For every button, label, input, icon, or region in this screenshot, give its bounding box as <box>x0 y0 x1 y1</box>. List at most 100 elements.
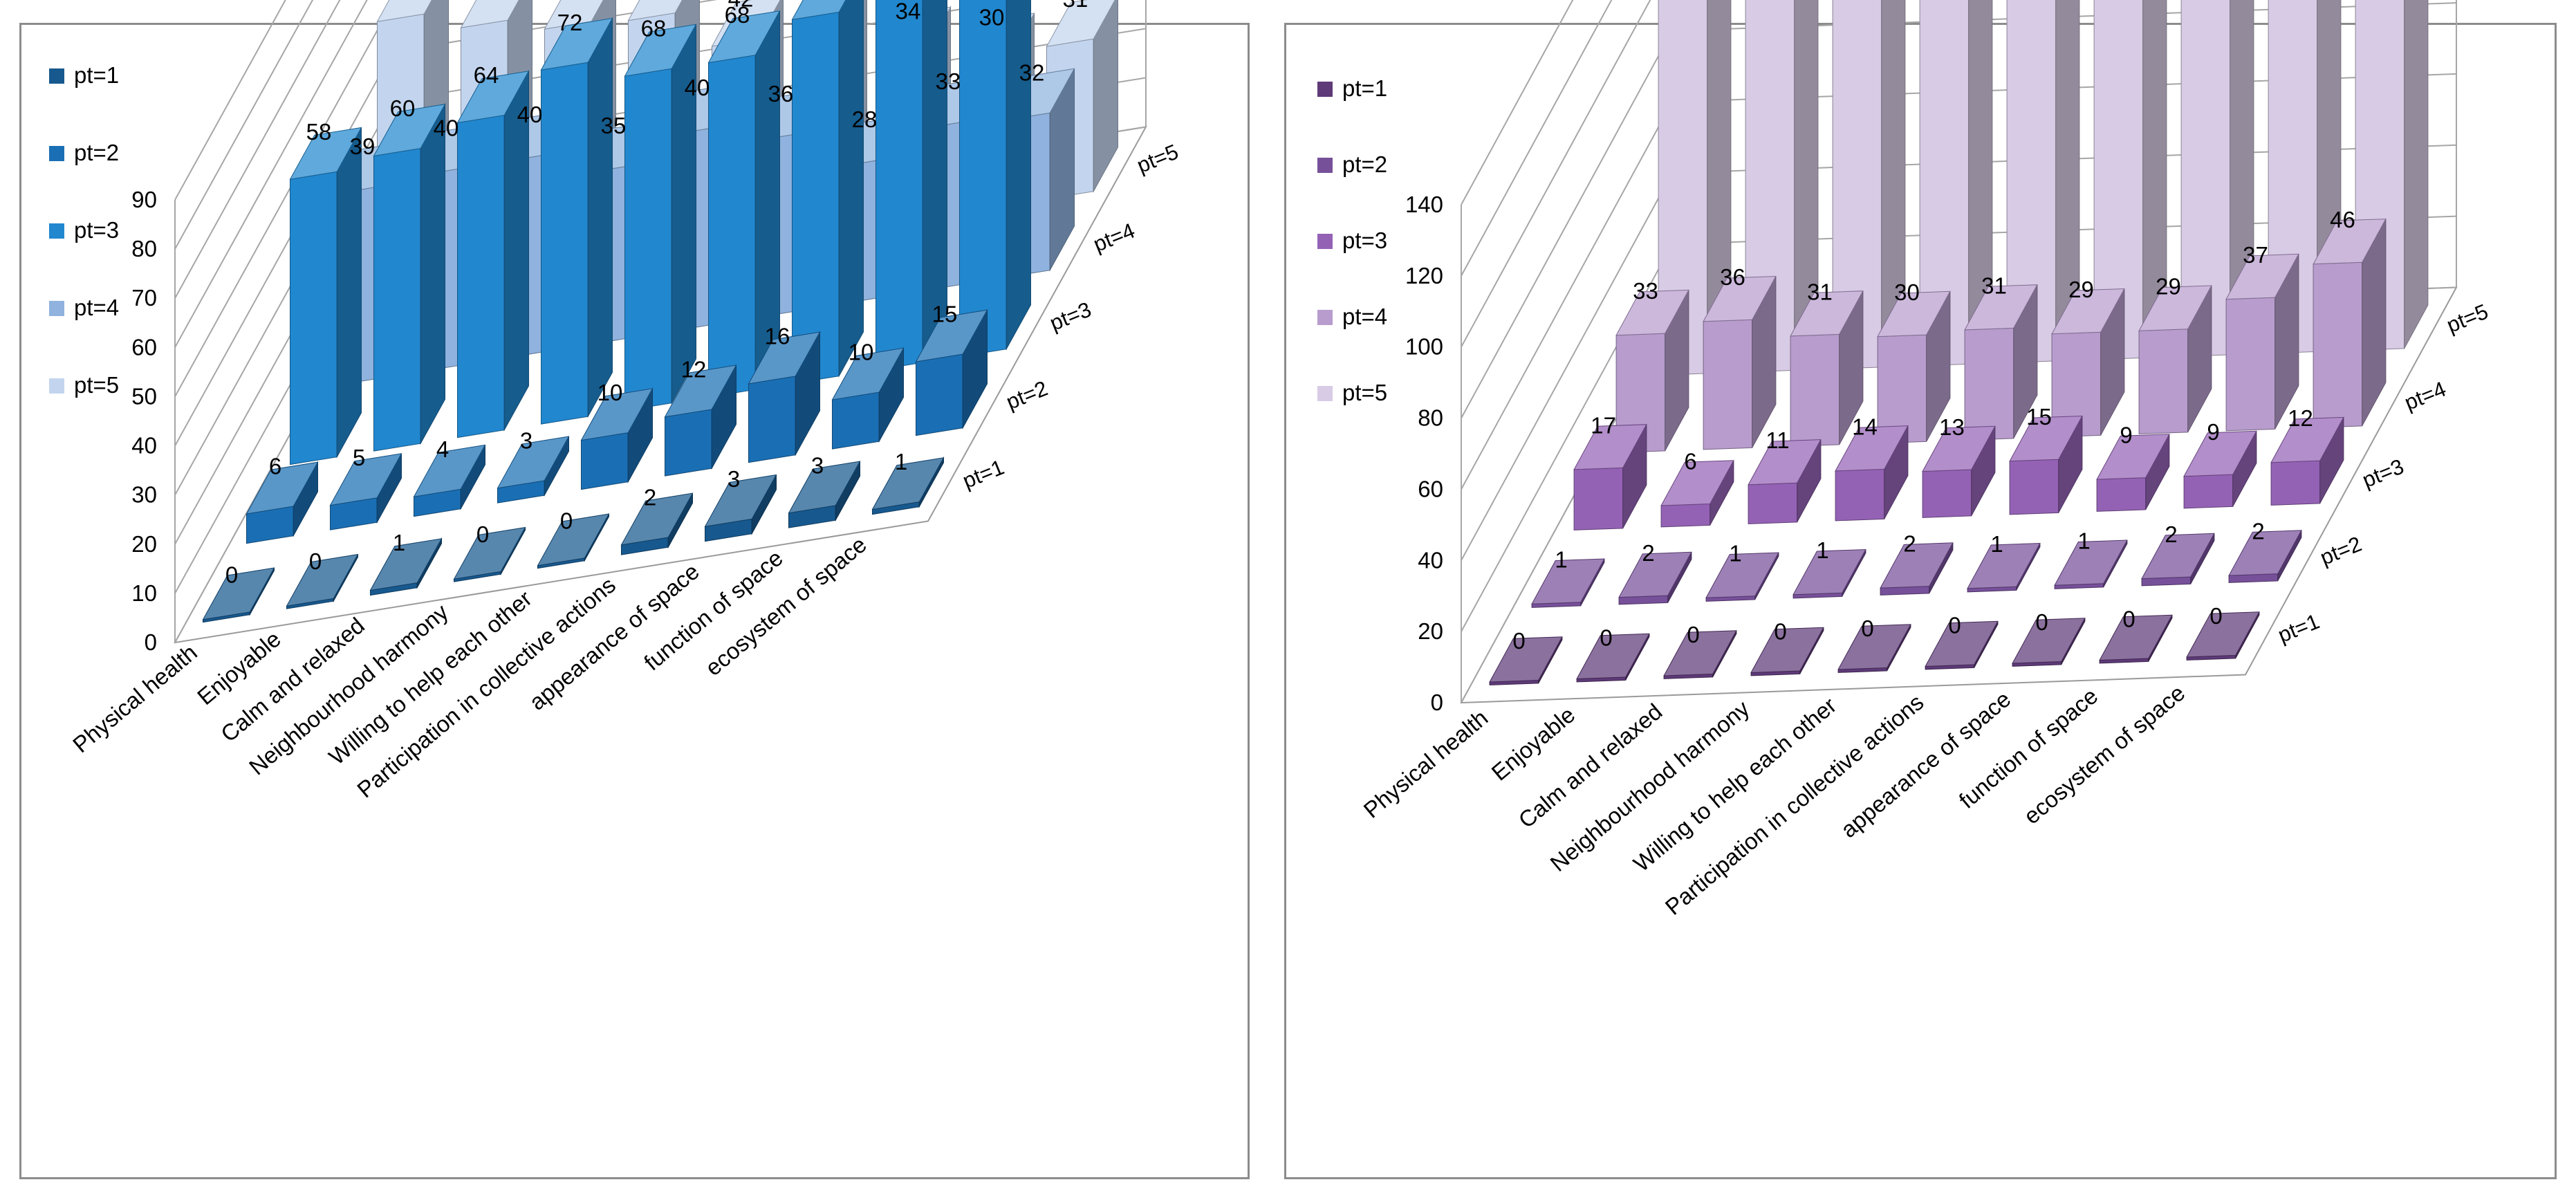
left-data-label: 0 <box>560 508 573 533</box>
right-data-label: 12 <box>2288 405 2313 431</box>
right-legend-item-pt-5: pt=5 <box>1317 380 1387 405</box>
right-category-label: Physical health <box>1359 705 1493 823</box>
left-data-label: 72 <box>557 10 583 35</box>
left-gridline <box>174 0 341 299</box>
left-data-label: 10 <box>597 380 623 405</box>
right-data-label: 2 <box>1642 540 1654 566</box>
right-bar-pt-3-calm-and-relaxed <box>1748 439 1822 524</box>
right-data-label: 0 <box>1512 628 1525 654</box>
left-ytick-label: 60 <box>131 334 157 360</box>
right-data-label: 1 <box>1816 537 1828 563</box>
right-ytick-label: 20 <box>1418 618 1443 644</box>
right-gridline <box>1461 0 1651 348</box>
right-legend-label: pt=1 <box>1342 75 1387 101</box>
left-bar-pt-1-ecosystem-of-space <box>871 456 945 515</box>
right-bar-pt-5-neighbourhood-harmony <box>1919 0 1993 367</box>
right-bar-pt-4-physical-health <box>1615 289 1689 453</box>
right-data-label: 2 <box>2165 521 2177 547</box>
right-legend-swatch <box>1317 386 1333 401</box>
left-ytick-label: 0 <box>145 629 157 655</box>
right-ytick-label: 100 <box>1405 334 1443 360</box>
left-ytick-label: 80 <box>131 236 157 261</box>
right-bar-pt-4-participation-in-collective-actions <box>2051 288 2125 438</box>
left-depth-label: pt=3 <box>1046 297 1095 335</box>
right-data-label: 0 <box>2122 606 2135 631</box>
left-bar-pt-1-physical-health <box>202 567 275 623</box>
left-data-label: 40 <box>685 75 710 100</box>
right-data-label: 15 <box>2026 404 2052 430</box>
left-data-label: 36 <box>768 81 794 107</box>
left-bar-pt-3-function-of-space <box>875 0 947 371</box>
right-chart-panel: 0204060801001201401101171181161151161211… <box>1284 0 2557 1179</box>
left-bar-pt-1-participation-in-collective-actions <box>620 492 694 555</box>
left-data-label: 32 <box>1019 60 1045 86</box>
left-data-label: 0 <box>225 562 238 587</box>
left-data-label: 3 <box>811 452 824 478</box>
left-data-label: 33 <box>936 68 961 94</box>
left-data-label: 34 <box>896 0 921 24</box>
left-legend-swatch <box>49 301 64 316</box>
left-data-label: 64 <box>474 62 499 88</box>
right-bar-pt-4-calm-and-relaxed <box>1790 290 1864 447</box>
left-data-label: 58 <box>306 119 332 145</box>
right-data-label: 11 <box>1766 427 1789 453</box>
right-bar-pt-2-neighbourhood-harmony <box>1792 548 1866 599</box>
left-bar-pt-2-function-of-space <box>831 347 905 450</box>
left-data-label: 5 <box>353 445 365 470</box>
left-data-label: 0 <box>309 548 322 574</box>
right-legend-item-pt-4: pt=4 <box>1317 304 1387 329</box>
right-bar-pt-1-calm-and-relaxed <box>1663 630 1737 679</box>
left-ytick-label: 90 <box>131 187 157 212</box>
left-data-label: 60 <box>390 95 416 121</box>
left-data-label: 3 <box>520 427 532 453</box>
right-data-label: 37 <box>2243 242 2268 268</box>
right-bar-pt-4-ecosystem-of-space <box>2313 219 2387 428</box>
right-bar-pt-2-calm-and-relaxed <box>1705 552 1779 602</box>
right-legend-item-pt-1: pt=1 <box>1317 75 1387 101</box>
right-ytick-label: 140 <box>1405 192 1443 217</box>
right-bar-pt-1-function-of-space <box>2099 614 2173 664</box>
left-data-label: 16 <box>765 323 790 349</box>
left-data-label: 68 <box>725 2 750 28</box>
right-bar-pt-3-appearance-of-space <box>2096 434 2170 512</box>
left-bar-pt-2-enjoyable <box>329 453 402 530</box>
left-data-label: 15 <box>932 302 958 327</box>
right-data-label: 9 <box>2207 419 2219 445</box>
right-bar-pt-4-neighbourhood-harmony <box>1877 290 1951 444</box>
right-bar-pt-3-neighbourhood-harmony <box>1835 425 1909 521</box>
left-legend-label: pt=5 <box>74 372 119 398</box>
right-data-label: 0 <box>1600 625 1612 650</box>
right-data-label: 0 <box>1861 616 1873 641</box>
right-bar-pt-3-physical-health <box>1573 424 1647 530</box>
right-gridline <box>1461 0 1613 277</box>
left-gridline <box>174 0 368 348</box>
left-category-label: Physical health <box>68 639 202 757</box>
right-depth-label: pt=1 <box>2274 609 2323 647</box>
left-ytick-label: 40 <box>131 433 157 459</box>
left-bar-pt-1-calm-and-relaxed <box>369 537 443 596</box>
left-bar-pt-1-function-of-space <box>788 461 861 528</box>
right-gridline <box>1461 0 1574 205</box>
left-bar-pt-3-willing-to-help-each-other <box>624 24 697 412</box>
right-depth-label: pt=3 <box>2359 454 2407 492</box>
right-data-label: 1 <box>1555 547 1567 573</box>
right-bar-pt-1-physical-health <box>1489 636 1563 685</box>
right-data-label: 0 <box>1687 622 1699 647</box>
right-depth-label: pt=4 <box>2401 377 2449 415</box>
right-data-label: 13 <box>1939 414 1965 440</box>
right-legend-label: pt=4 <box>1342 304 1387 329</box>
right-bar-pt-2-appearance-of-space <box>2054 539 2128 589</box>
right-category-label: function of space <box>1954 683 2103 813</box>
right-bar-pt-5-willing-to-help-each-other <box>2006 0 2080 363</box>
left-legend-item-pt-4: pt=4 <box>49 295 119 320</box>
right-data-label: 14 <box>1852 414 1878 439</box>
left-bar-pt-3-physical-health <box>289 127 362 465</box>
right-depth-label: pt=2 <box>2317 532 2365 570</box>
left-bar-pt-2-calm-and-relaxed <box>413 444 486 517</box>
left-data-label: 0 <box>476 521 489 547</box>
right-legend-swatch <box>1317 158 1333 173</box>
right-bar-pt-1-participation-in-collective-actions <box>1925 620 1999 670</box>
right-bar-pt-1-enjoyable <box>1576 633 1650 683</box>
right-bar-pt-2-enjoyable <box>1618 551 1692 605</box>
right-data-label: 29 <box>2156 274 2181 299</box>
